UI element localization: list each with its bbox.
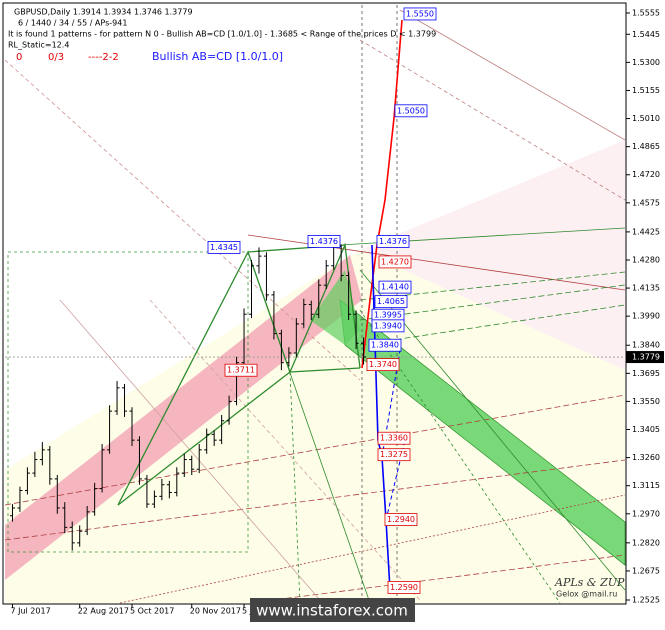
level-box [374,295,408,309]
last-price-label: 1.3779 [632,353,660,362]
status: ----2-2 [88,52,119,63]
level-label: 1.4065 [377,297,405,306]
y-tick-label: 1.3695 [632,369,660,378]
y-tick-label: 1.3115 [632,481,660,490]
x-tick-label: 22 Aug 2017 [78,607,129,616]
level-label: 1.3740 [369,360,397,369]
y-tick-label: 1.4135 [632,284,660,293]
y-tick-label: 1.4575 [632,198,660,207]
projection-up [361,19,403,369]
green-zone [310,270,360,345]
y-tick-label: 1.3550 [632,397,660,406]
level-label: 1.5550 [406,9,434,18]
y-tick-label: 1.2820 [632,538,660,547]
y-tick-label: 1.5445 [632,30,660,39]
chart-title: GBPUSD,Daily 1.3914 1.3934 1.3746 1.3779 [14,8,193,17]
level-label: 1.4376 [310,237,338,246]
y-tick-label: 1.5010 [632,114,660,123]
pattern [289,367,361,373]
y-tick-label: 1.5555 [632,8,660,17]
y-tick-label: 1.4865 [632,142,660,151]
trend-line [249,554,626,604]
level-label: 1.3840 [371,341,399,350]
level-label: 1.3360 [380,434,408,443]
y-tick-label: 1.3405 [632,425,660,434]
watermark: Gelox @mail.ru [556,590,617,599]
annotation: It is found 1 patterns - for pattern N 0… [8,30,436,39]
fork-area [5,250,625,603]
level-label: 1.4376 [379,237,407,246]
trend-line [359,39,626,201]
annotation: 6 / 1440 / 34 / 55 / APs-941 [18,19,127,28]
level-box [403,7,437,21]
marks: 1.5555 1.5445 1.5300 1.5155 1.5010 1.4865 1.47… [5,7,664,616]
trend-line [289,371,301,604]
level-box [377,448,411,462]
level-label: 1.3995 [374,311,402,320]
x-tick-label: 7 Jul 2017 [10,607,50,616]
level-label: 1.4140 [381,283,409,292]
y-tick-label: 1.5155 [632,86,660,95]
level-box [368,338,402,352]
x-tick-label: 5 Oct 2017 [130,607,174,616]
level-box [207,240,241,254]
level-box [371,319,405,333]
annotation: RL_Static=12.4 [8,41,69,50]
level-label: 1.3940 [374,321,402,330]
y-tick-label: 1.4720 [632,170,660,179]
level-label: 1.3275 [380,450,408,459]
y-tick-label: 1.5300 [632,58,660,67]
watermark: APLs & ZUP [554,576,625,589]
level-label: 1.4270 [381,257,409,266]
trend-line [359,309,561,604]
y-tick-label: 1.2675 [632,566,660,575]
trend-line [399,9,626,141]
trend-line [4,459,626,541]
status: 0/3 [48,52,64,63]
y-tick-label: 1.2970 [632,509,660,518]
level-label: 1.3711 [227,366,255,375]
y-tick-label: 1.3260 [632,453,660,462]
level-box [394,104,428,118]
y-tick-label: 1.4425 [632,227,660,236]
level-box [224,363,258,377]
banner [250,598,415,622]
level-box [366,358,400,372]
y-tick-label: 1.4280 [632,255,660,264]
level-label: 1.4345 [210,243,238,252]
level-box [384,513,418,526]
y-tick-label: 1.3990 [632,312,660,321]
trend-line [4,59,361,381]
level-box [376,234,410,248]
level-box [307,234,341,248]
level-label: 1.5050 [397,106,425,115]
banner-text: www.instaforex.com [256,602,408,620]
level-box [387,581,421,594]
status: Bullish AB=CD [1.0/1.0] [152,50,283,63]
y-tick-label: 1.3840 [632,341,660,350]
trend-line [149,299,421,601]
y-tick-label: 1.2525 [632,595,660,604]
status: 0 [16,52,22,63]
box [7,251,249,553]
last-price-box [626,351,664,364]
fork-area [360,140,625,370]
level-label: 1.2590 [390,583,418,592]
level-box [377,431,411,445]
level-box [378,280,412,294]
level-label: 1.2940 [387,515,415,524]
x-tick-label: 20 Nov 2017 [190,607,241,616]
level-box [378,255,412,269]
trend-line [4,394,626,506]
